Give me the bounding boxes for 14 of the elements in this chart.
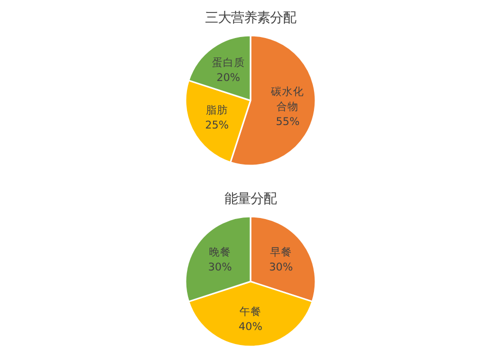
slice-label: 蛋白质 (212, 56, 245, 70)
slice-label: 晚餐 (209, 245, 231, 258)
slice-label: 碳水化合物 (270, 84, 304, 113)
slice-label: 脂肪 (206, 104, 228, 117)
slice-label: 午餐 (240, 305, 262, 318)
data-label: 20% (216, 70, 240, 84)
data-label: 40% (238, 320, 262, 334)
data-label: 55% (276, 114, 300, 128)
chart-title: 能量分配 (224, 192, 276, 207)
slice-label: 早餐 (270, 245, 292, 258)
data-label: 30% (208, 260, 232, 274)
data-label: 25% (205, 118, 229, 132)
chart-title: 三大营养素分配 (205, 10, 296, 26)
data-label: 30% (269, 260, 293, 274)
